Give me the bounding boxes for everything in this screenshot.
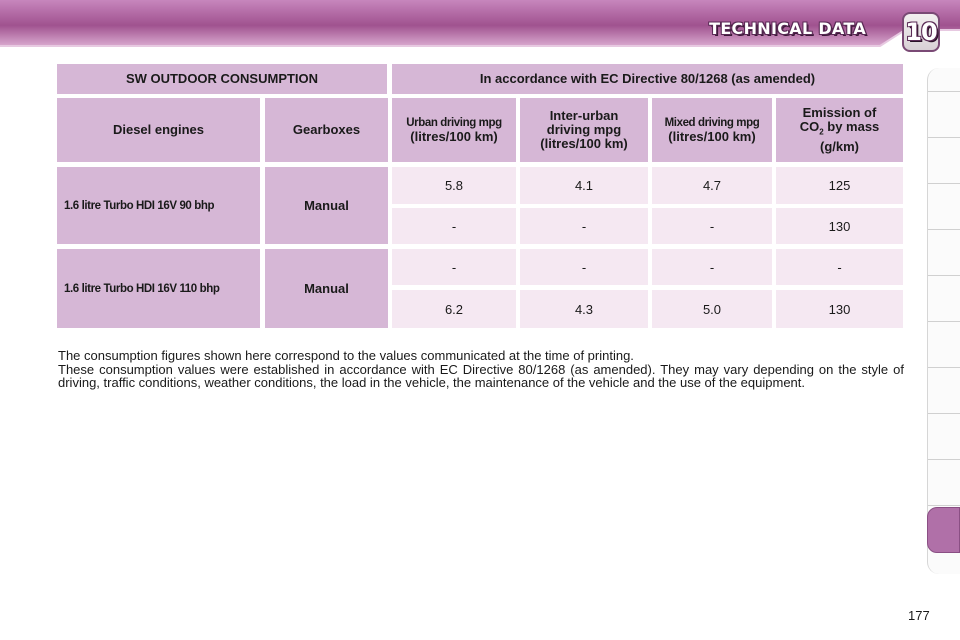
chapter-tab[interactable] <box>928 322 960 368</box>
value-inter-urban: 4.1 <box>520 167 648 204</box>
value-mixed: - <box>652 208 772 244</box>
value-co2: 130 <box>776 290 903 328</box>
column-header-co2-line2: CO2 by mass <box>800 120 880 140</box>
chapter-tab[interactable] <box>928 184 960 230</box>
column-header-mixed-line1: Mixed driving mpg <box>664 117 760 129</box>
directive-header: In accordance with EC Directive 80/1268 … <box>392 64 903 94</box>
chapter-tab[interactable] <box>928 230 960 276</box>
value-mixed: - <box>652 249 772 285</box>
column-header-co2-line3: (g/km) <box>819 138 859 154</box>
value-inter-urban: - <box>520 249 648 285</box>
chapter-tab[interactable] <box>928 276 960 322</box>
chapter-badge: 10 <box>902 12 940 52</box>
column-header-engines: Diesel engines <box>57 98 260 162</box>
column-header-mixed: Mixed driving mpg (litres/100 km) <box>652 98 772 162</box>
page-number: 177 <box>908 608 930 623</box>
column-header-urban-line1: Urban driving mpg <box>406 117 502 129</box>
column-header-mixed-line2: (litres/100 km) <box>668 129 756 144</box>
column-header-co2-line1: Emission of <box>802 105 877 121</box>
column-header-inter-line2: driving mpg <box>546 122 622 137</box>
value-urban: 5.8 <box>392 167 516 204</box>
header-band: TECHNICAL DATA 10 <box>0 0 960 56</box>
column-header-inter-urban: Inter-urban driving mpg (litres/100 km) <box>520 98 648 162</box>
value-urban: - <box>392 249 516 285</box>
value-inter-urban: 4.3 <box>520 290 648 328</box>
column-header-urban-line2: (litres/100 km) <box>410 129 498 144</box>
chapter-tab-active[interactable] <box>927 507 960 553</box>
chapter-tab[interactable] <box>928 138 960 184</box>
co2-by-mass: by mass <box>823 119 880 135</box>
value-co2: 125 <box>776 167 903 204</box>
co2-subscript: 2 <box>819 127 824 137</box>
value-mixed: 4.7 <box>652 167 772 204</box>
gearbox-label: Manual <box>265 167 388 244</box>
chapter-tab[interactable] <box>928 368 960 414</box>
column-header-urban: Urban driving mpg (litres/100 km) <box>392 98 516 162</box>
column-header-gearboxes: Gearboxes <box>265 98 388 162</box>
engine-label: 1.6 litre Turbo HDI 16V 90 bhp <box>57 167 260 244</box>
column-header-inter-line1: Inter-urban <box>549 108 619 123</box>
note-line-2: These consumption values were establishe… <box>58 361 904 390</box>
consumption-note: The consumption figures shown here corre… <box>58 349 904 390</box>
value-co2: 130 <box>776 208 903 244</box>
chapter-tab[interactable] <box>928 92 960 138</box>
chapter-tab[interactable] <box>928 460 960 506</box>
chapter-tab[interactable] <box>928 414 960 460</box>
section-title: TECHNICAL DATA <box>709 19 866 38</box>
value-urban: 6.2 <box>392 290 516 328</box>
gearbox-label: Manual <box>265 249 388 328</box>
note-line-1: The consumption figures shown here corre… <box>58 348 634 363</box>
value-co2: - <box>776 249 903 285</box>
engine-label: 1.6 litre Turbo HDI 16V 110 bhp <box>57 249 260 328</box>
co2-symbol: CO <box>799 119 820 135</box>
chapter-tabs <box>927 68 960 574</box>
value-urban: - <box>392 208 516 244</box>
value-inter-urban: - <box>520 208 648 244</box>
value-mixed: 5.0 <box>652 290 772 328</box>
chapter-number: 10 <box>905 18 937 46</box>
chapter-tab[interactable] <box>928 68 960 92</box>
table-title: SW OUTDOOR CONSUMPTION <box>57 64 387 94</box>
column-header-co2: Emission of CO2 by mass (g/km) <box>776 98 903 162</box>
column-header-inter-line3: (litres/100 km) <box>540 136 628 151</box>
